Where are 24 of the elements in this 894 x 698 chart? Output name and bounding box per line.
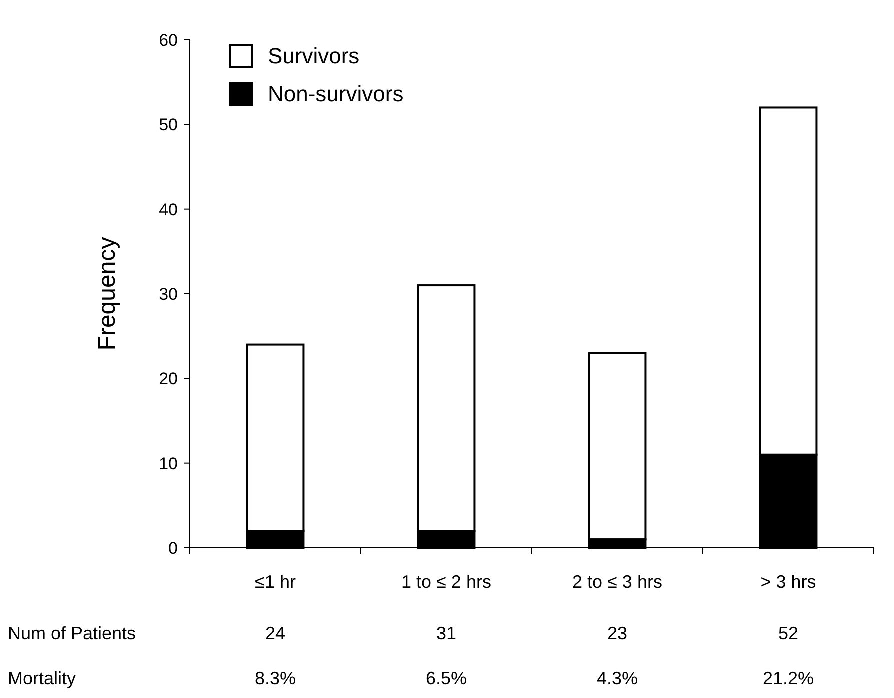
y-tick-label: 10: [159, 454, 178, 474]
text: 24: [265, 623, 286, 644]
y-tick-label: 20: [159, 370, 178, 389]
y-tick-label: 30: [159, 284, 178, 304]
x-tick-label: > 3 hrs: [760, 572, 816, 592]
y-tick-label: 50: [159, 116, 178, 135]
text: 31: [436, 623, 457, 644]
text: 4.3%: [596, 668, 638, 688]
legend-label: Non-survivors: [268, 82, 404, 107]
y-tick-label: 60: [159, 30, 178, 50]
text: 8.3%: [254, 668, 296, 688]
x-tick-label: 2 to ≤ 3 hrs: [572, 572, 662, 592]
text: 6.5%: [426, 668, 468, 688]
y-tick-label: 40: [159, 200, 178, 220]
y-axis-title: Frequency: [94, 237, 121, 351]
y-tick-label: 0: [168, 538, 178, 558]
text: 52: [778, 623, 799, 644]
text: 23: [607, 623, 628, 644]
legend-label: Survivors: [268, 44, 360, 69]
x-tick-label: ≤1 hr: [255, 572, 296, 592]
x-tick-label: 1 to ≤ 2 hrs: [402, 572, 492, 592]
text: 21.2%: [762, 668, 814, 688]
text: Num of Patients: [8, 623, 136, 644]
text: Mortality: [8, 668, 76, 688]
